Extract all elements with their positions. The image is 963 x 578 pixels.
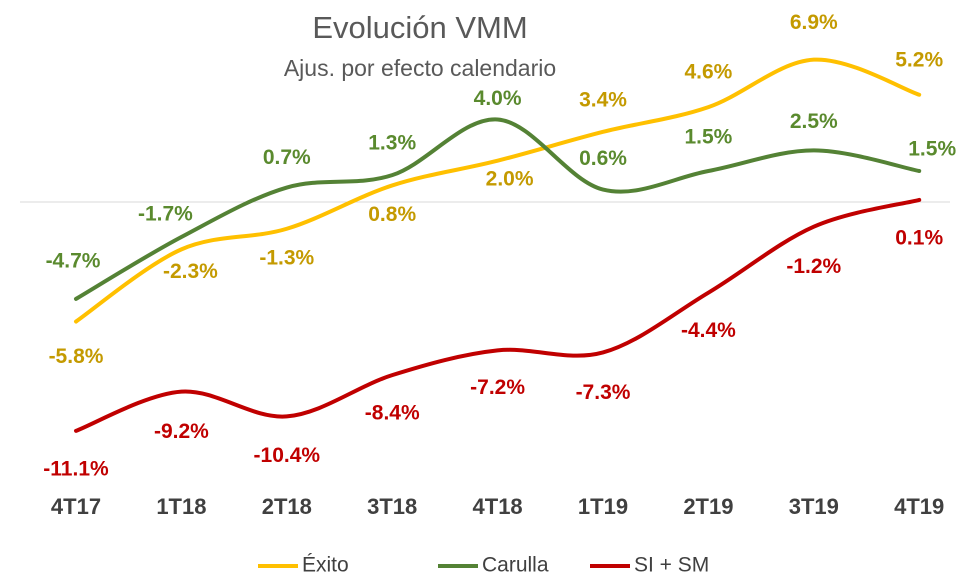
- x-tick-label: 4T17: [51, 494, 101, 519]
- x-tick-label: 4T19: [894, 494, 944, 519]
- value-label: 3.4%: [579, 88, 627, 111]
- value-label: -9.2%: [154, 420, 209, 443]
- value-label: -4.4%: [681, 319, 736, 342]
- series-line: [74, 57, 922, 324]
- value-label: 4.0%: [474, 87, 522, 110]
- value-label: 1.3%: [368, 132, 416, 155]
- series-line: [74, 117, 922, 301]
- value-label: -2.3%: [163, 260, 218, 283]
- chart-subtitle: Ajus. por efecto calendario: [284, 55, 556, 81]
- value-label: 1.5%: [908, 138, 956, 161]
- value-label: 2.0%: [486, 167, 534, 190]
- legend-label: Éxito: [302, 554, 349, 577]
- value-label: -1.3%: [259, 246, 314, 269]
- x-tick-label: 2T19: [683, 494, 733, 519]
- series-line: [74, 197, 922, 433]
- value-label: -1.2%: [786, 255, 841, 278]
- legend-label: SI + SM: [634, 554, 709, 577]
- value-label: 6.9%: [790, 11, 838, 34]
- value-label: -1.7%: [138, 203, 193, 226]
- value-label: 0.8%: [368, 203, 416, 226]
- value-label: -5.8%: [49, 345, 104, 368]
- x-tick-label: 4T18: [473, 494, 523, 519]
- x-tick-label: 1T18: [156, 494, 206, 519]
- value-label: 5.2%: [895, 48, 943, 71]
- value-label: -10.4%: [254, 444, 321, 467]
- legend-label: Carulla: [482, 554, 549, 577]
- value-label: -8.4%: [365, 402, 420, 425]
- x-tick-label: 1T19: [578, 494, 628, 519]
- value-label: -4.7%: [46, 249, 101, 272]
- x-tick-label: 3T19: [789, 494, 839, 519]
- value-label: -11.1%: [43, 457, 109, 480]
- chart-title: Evolución VMM: [312, 10, 527, 45]
- value-label: 0.7%: [263, 146, 311, 169]
- x-tick-label: 2T18: [262, 494, 312, 519]
- value-label: -7.3%: [576, 381, 631, 404]
- value-label: 1.5%: [684, 126, 732, 149]
- x-tick-label: 3T18: [367, 494, 417, 519]
- value-label: 4.6%: [684, 61, 732, 84]
- value-label: 0.1%: [895, 226, 943, 249]
- value-label: -7.2%: [470, 376, 525, 399]
- value-label: 0.6%: [579, 147, 627, 170]
- value-label: 2.5%: [790, 110, 838, 133]
